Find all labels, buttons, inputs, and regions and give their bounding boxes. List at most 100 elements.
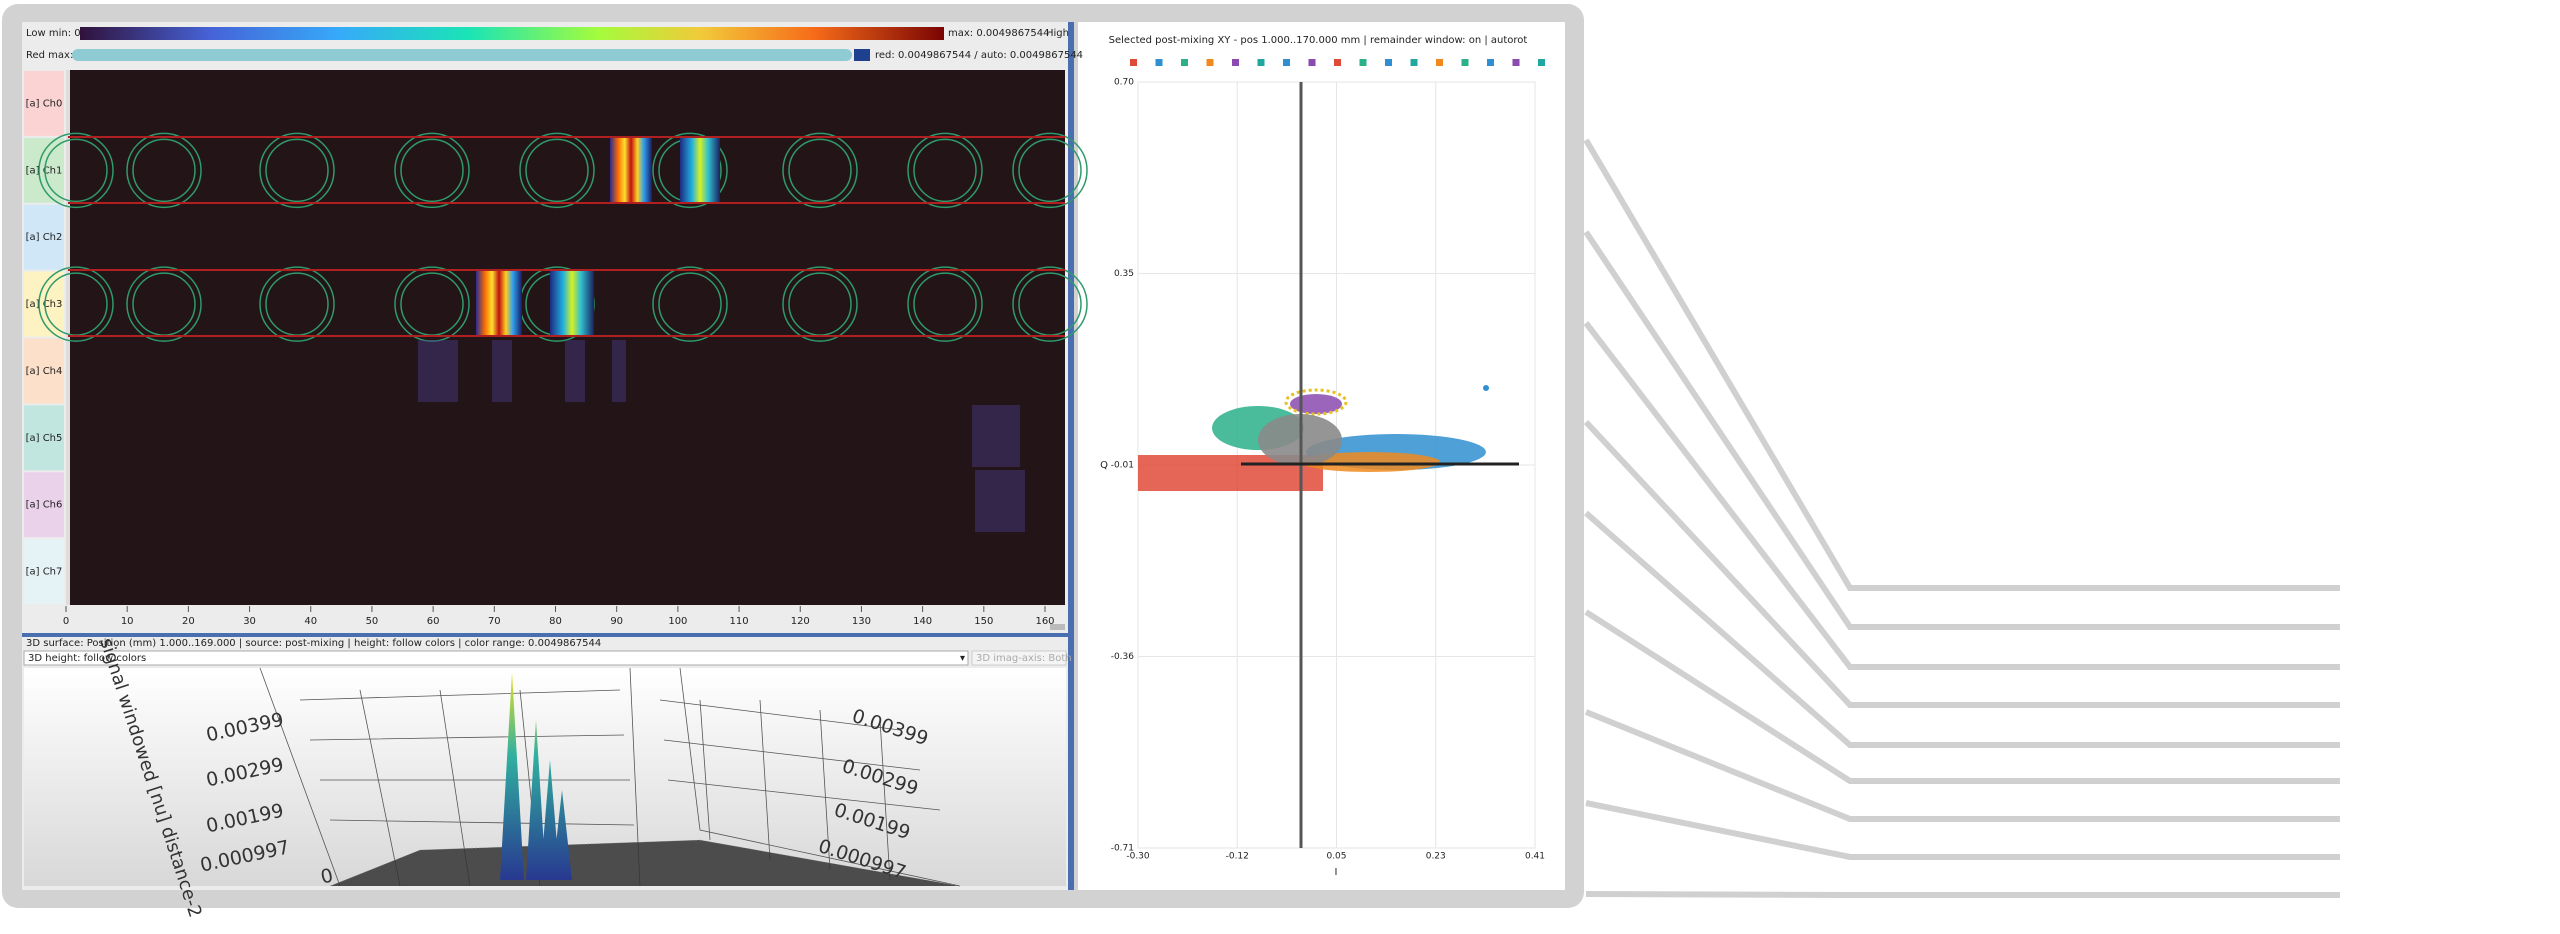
- red-guides: [68, 136, 1065, 337]
- channel-tab[interactable]: [24, 405, 64, 471]
- height-select[interactable]: [23, 650, 969, 666]
- ring: [265, 138, 329, 203]
- ring: [44, 138, 108, 203]
- legend-swatch[interactable]: [1181, 59, 1188, 66]
- red-max-label: Red max:: [26, 50, 73, 61]
- x-tick-label: 0.23: [1426, 852, 1446, 862]
- x-tick-label: -0.30: [1126, 852, 1150, 862]
- legend-swatch[interactable]: [1436, 59, 1443, 66]
- x-tick-label: 140: [913, 616, 932, 627]
- decor-line: [1585, 800, 2340, 860]
- hot-band: [610, 138, 652, 202]
- legend-swatch[interactable]: [1487, 59, 1494, 66]
- color-bar[interactable]: [80, 27, 944, 40]
- legend-swatch[interactable]: [1283, 59, 1290, 66]
- channel-tab[interactable]: [24, 137, 64, 203]
- decor-line: [1583, 230, 2340, 630]
- legend-swatch[interactable]: [1359, 59, 1367, 66]
- legend-swatch[interactable]: [1130, 59, 1137, 66]
- y-tick-label: 0.35: [1114, 269, 1134, 279]
- ring: [1012, 132, 1088, 209]
- point-clouds: [1138, 385, 1489, 491]
- cursor-line: [66, 70, 70, 605]
- surface-status: 3D surface: Position (mm) 1.000..169.000…: [26, 638, 601, 649]
- legend-swatch[interactable]: [1155, 59, 1163, 66]
- legend-swatch[interactable]: [1538, 59, 1545, 66]
- y-tick-label: -0.71: [1111, 844, 1134, 854]
- decor-line: [1583, 419, 2340, 708]
- channel-tab[interactable]: [24, 338, 64, 404]
- select-arrow: ▾: [960, 653, 965, 664]
- legend-swatch[interactable]: [1385, 59, 1392, 66]
- channel-tab[interactable]: [24, 204, 64, 270]
- max-label: max: 0.0049867544: [948, 28, 1050, 39]
- high-label: High: [1046, 28, 1069, 39]
- x-tick-label: 0.41: [1525, 852, 1545, 862]
- channel-label: [a] Ch2: [26, 232, 63, 243]
- ring: [38, 132, 114, 209]
- channel-label: [a] Ch0: [26, 98, 63, 109]
- x-tick-label: 30: [243, 616, 256, 627]
- red-max-slider[interactable]: [72, 49, 852, 61]
- axis-select[interactable]: [971, 650, 1067, 666]
- hot-band: [476, 271, 522, 335]
- surface-peaks: [500, 672, 572, 880]
- x-axis-label: I: [1335, 867, 1338, 878]
- x-tick-label: 70: [488, 616, 501, 627]
- scatter-title: Selected post-mixing XY - pos 1.000..170…: [1109, 35, 1528, 46]
- ring: [788, 138, 852, 203]
- decor-line: [1584, 609, 2340, 784]
- channel-tab[interactable]: [24, 539, 64, 604]
- ring: [525, 138, 589, 203]
- red-swatch[interactable]: [854, 49, 870, 61]
- red-label: red: 0.0049867544 / auto: 0.0049867544: [875, 50, 1083, 61]
- y-tick-label: -0.01: [1111, 461, 1134, 471]
- legend-swatch[interactable]: [1461, 59, 1469, 66]
- x-tick-label: 50: [366, 616, 379, 627]
- ring: [913, 138, 977, 203]
- x-tick-label: 120: [791, 616, 810, 627]
- ring: [1012, 266, 1088, 342]
- ring: [132, 138, 196, 203]
- legend-swatch[interactable]: [1308, 59, 1316, 66]
- legend-swatch[interactable]: [1206, 59, 1214, 66]
- channel-tab[interactable]: [24, 472, 64, 538]
- surface-tick-label: 0: [319, 864, 335, 888]
- ring: [259, 266, 335, 342]
- channel-tab[interactable]: [24, 271, 64, 337]
- axis-select-text: 3D imag-axis: Both: [976, 653, 1072, 664]
- legend-swatch[interactable]: [1512, 59, 1520, 66]
- ring: [782, 132, 858, 209]
- x-tick-label: 160: [1035, 616, 1054, 627]
- legend-swatch[interactable]: [1334, 59, 1341, 66]
- x-tick-label: 150: [974, 616, 993, 627]
- scroll-handle[interactable]: [1050, 624, 1065, 630]
- x-tick-label: 80: [549, 616, 562, 627]
- channel-tab[interactable]: [24, 71, 64, 136]
- channel-label: [a] Ch1: [26, 165, 63, 176]
- decor-lines: [1583, 138, 2340, 898]
- x-tick-label: 90: [610, 616, 623, 627]
- x-tick-label: 130: [852, 616, 871, 627]
- hot-band: [550, 271, 594, 335]
- legend-swatch[interactable]: [1257, 59, 1265, 66]
- surface-floor: [330, 840, 960, 886]
- channel-label: [a] Ch5: [26, 433, 63, 444]
- legend-swatch[interactable]: [1232, 59, 1239, 66]
- heatmap: [68, 70, 1065, 605]
- legend-swatch[interactable]: [1410, 59, 1418, 66]
- splitter[interactable]: [1068, 22, 1074, 890]
- ring: [907, 132, 983, 209]
- x-tick-label: 40: [304, 616, 317, 627]
- ring: [259, 132, 335, 209]
- ring: [1018, 138, 1082, 203]
- ring: [126, 132, 202, 209]
- channel-label: [a] Ch3: [26, 299, 63, 310]
- ring: [652, 266, 728, 342]
- low-label: Low min: 0: [26, 28, 81, 39]
- y-tick-label: 0.70: [1114, 78, 1134, 88]
- ring: [394, 266, 470, 342]
- channel-label: [a] Ch7: [26, 567, 63, 578]
